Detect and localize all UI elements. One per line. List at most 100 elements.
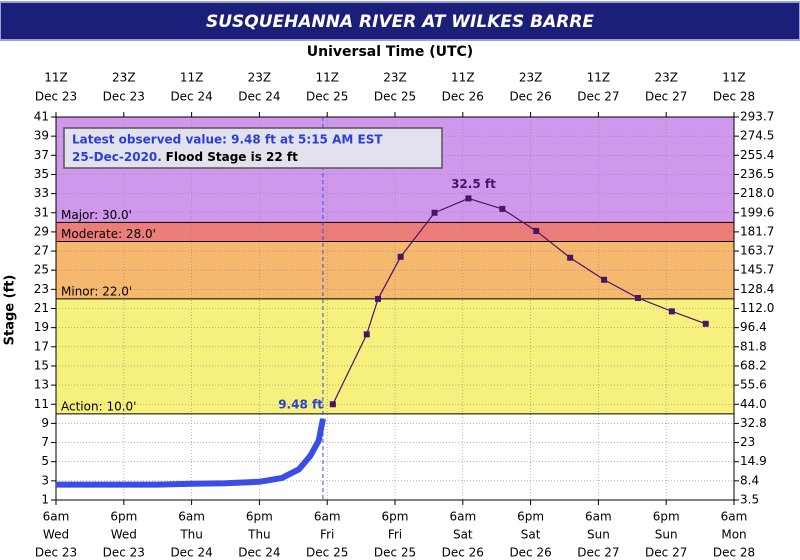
y-tick-label: 39: [34, 129, 49, 143]
x2-tick-label: Dec 23: [35, 90, 77, 104]
x-tick-label: Fri: [388, 528, 402, 542]
y2-tick-label: 32.8: [740, 416, 767, 430]
y-tick-label: 19: [34, 320, 49, 334]
x-tick-label: Dec 27: [645, 546, 687, 560]
x-tick-label: Wed: [43, 528, 69, 542]
x-tick-label: Wed: [111, 528, 137, 542]
info-box: [63, 127, 443, 169]
y-tick-label: 35: [34, 167, 49, 181]
y2-tick-label: 81.8: [740, 339, 767, 353]
y2-tick-label: 199.6: [740, 205, 774, 219]
forecast-point: [375, 295, 382, 302]
y-tick-label: 25: [34, 263, 49, 277]
x2-tick-label: Dec 26: [509, 90, 551, 104]
y-axis-title: Stage (ft): [3, 275, 18, 346]
x2-tick-label: Dec 24: [238, 90, 280, 104]
x2-tick-label: Dec 26: [442, 90, 484, 104]
x-tick-label: Thu: [179, 528, 203, 542]
forecast-point: [668, 308, 675, 315]
x-tick-label: 6am: [585, 510, 612, 524]
forecast-point: [702, 320, 709, 327]
y-tick-label: 3: [41, 473, 49, 487]
x2-tick-label: Dec 24: [170, 90, 212, 104]
forecast-point: [363, 331, 370, 338]
x-tick-label: 6am: [43, 510, 70, 524]
y2-tick-label: 8.4: [740, 473, 759, 487]
x-tick-label: Dec 28: [713, 546, 755, 560]
forecast-point: [533, 227, 540, 234]
stage-label: Moderate: 28.0': [61, 227, 156, 241]
x-tick-label: Dec 25: [306, 546, 348, 560]
x-tick-label: 6pm: [653, 510, 680, 524]
y2-tick-label: 236.5: [740, 167, 774, 181]
info-text: Latest observed value: 9.48 ft at 5:15 A…: [72, 133, 383, 147]
data-label: 32.5 ft: [451, 177, 496, 191]
y2-tick-label: 181.7: [740, 224, 774, 238]
x2-tick-label: 11Z: [315, 71, 339, 85]
y2-tick-label: 55.6: [740, 378, 767, 392]
x-tick-label: 6pm: [517, 510, 544, 524]
stage-label: Major: 30.0': [61, 208, 132, 222]
y2-tick-label: 255.4: [740, 148, 774, 162]
x2-tick-label: 11Z: [180, 71, 204, 85]
y2-tick-label: 68.2: [740, 358, 767, 372]
y2-tick-label: 293.7: [740, 110, 774, 124]
y-tick-label: 17: [34, 339, 49, 353]
x2-tick-label: Dec 27: [577, 90, 619, 104]
y2-tick-label: 96.4: [740, 320, 767, 334]
y-tick-label: 5: [41, 454, 49, 468]
y-tick-label: 33: [34, 186, 49, 200]
x2-tick-label: 23Z: [383, 71, 407, 85]
x2-tick-label: Dec 28: [713, 90, 755, 104]
info-date: 25-Dec-2020.: [72, 150, 162, 164]
y-tick-label: 23: [34, 282, 49, 296]
x-tick-label: 6am: [449, 510, 476, 524]
info-flood: Flood Stage is 22 ft: [166, 150, 298, 164]
x-tick-label: 6am: [721, 510, 748, 524]
y-tick-label: 37: [34, 148, 49, 162]
x-tick-label: Sun: [587, 528, 610, 542]
y2-tick-label: 14.9: [740, 454, 767, 468]
stage-label: Action: 10.0': [61, 399, 136, 413]
forecast-point: [567, 254, 574, 261]
info-text: 25-Dec-2020. Flood Stage is 22 ft: [72, 150, 298, 164]
title-banner: [0, 1, 800, 41]
x-tick-label: 6pm: [382, 510, 409, 524]
x2-tick-label: 11Z: [451, 71, 475, 85]
y2-tick-label: 274.5: [740, 129, 774, 143]
plot-frame: [55, 116, 735, 501]
x2-tick-label: 23Z: [112, 71, 136, 85]
stage-label: Minor: 22.0': [61, 284, 132, 298]
y2-tick-label: 163.7: [740, 244, 774, 258]
forecast-point: [601, 276, 608, 283]
y-tick-label: 15: [34, 358, 49, 372]
chart-title: SUSQUEHANNA RIVER AT WILKES BARRE: [206, 12, 594, 32]
x-tick-label: Dec 26: [442, 546, 484, 560]
x-tick-label: Fri: [320, 528, 334, 542]
y-tick-label: 11: [34, 397, 49, 411]
x2-tick-label: 11Z: [44, 71, 68, 85]
forecast-point: [465, 195, 472, 202]
y2-tick-label: 145.7: [740, 263, 774, 277]
x-tick-label: Dec 25: [374, 546, 416, 560]
y2-tick-label: 23: [740, 435, 755, 449]
x-tick-label: 6pm: [110, 510, 137, 524]
x2-tick-label: 23Z: [519, 71, 543, 85]
forecast-point: [499, 205, 506, 212]
y-tick-label: 13: [34, 378, 49, 392]
y-tick-label: 31: [34, 205, 49, 219]
y-tick-label: 9: [41, 416, 49, 430]
x-tick-label: Sat: [453, 528, 473, 542]
y2-tick-label: 44.0: [740, 397, 767, 411]
y2-tick-label: 3.5: [740, 493, 759, 507]
y-tick-label: 29: [34, 224, 49, 238]
y2-tick-label: 112.0: [740, 301, 774, 315]
y-tick-label: 1: [41, 493, 49, 507]
forecast-point: [431, 209, 438, 216]
data-label: 9.48 ft: [278, 397, 323, 411]
x-tick-label: 6am: [314, 510, 341, 524]
x2-tick-label: Dec 23: [103, 90, 145, 104]
y2-tick-label: 218.0: [740, 186, 774, 200]
x-tick-label: 6pm: [246, 510, 273, 524]
